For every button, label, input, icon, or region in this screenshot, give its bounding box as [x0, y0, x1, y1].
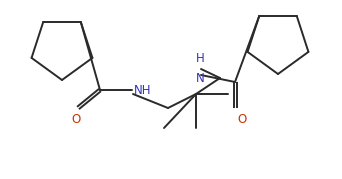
Text: O: O [237, 113, 246, 126]
Text: H: H [196, 52, 205, 65]
Text: O: O [71, 113, 81, 126]
Text: N: N [196, 72, 205, 85]
Text: NH: NH [134, 83, 152, 96]
